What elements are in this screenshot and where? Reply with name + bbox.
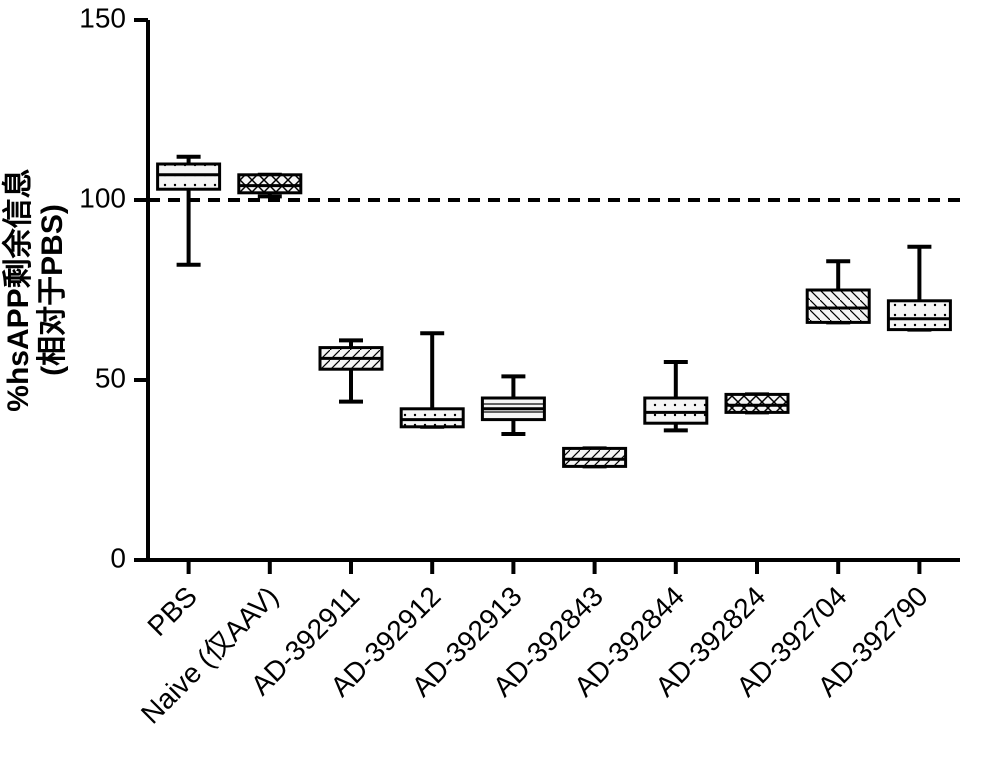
chart-container: 050100150%hsAPP剩余信息(相对于PBS)PBSNaive (仅AA…: [0, 0, 1000, 779]
y-tick-label: 0: [110, 542, 126, 573]
y-axis-title-line2: (相对于PBS): [36, 204, 69, 376]
x-tick-label: PBS: [141, 580, 203, 642]
boxplot-chart: 050100150%hsAPP剩余信息(相对于PBS)PBSNaive (仅AA…: [0, 0, 1000, 779]
y-tick-label: 100: [79, 182, 126, 213]
y-axis-title-line1: %hsAPP剩余信息: [1, 168, 35, 411]
y-tick-label: 150: [79, 2, 126, 33]
y-tick-label: 50: [95, 362, 126, 393]
